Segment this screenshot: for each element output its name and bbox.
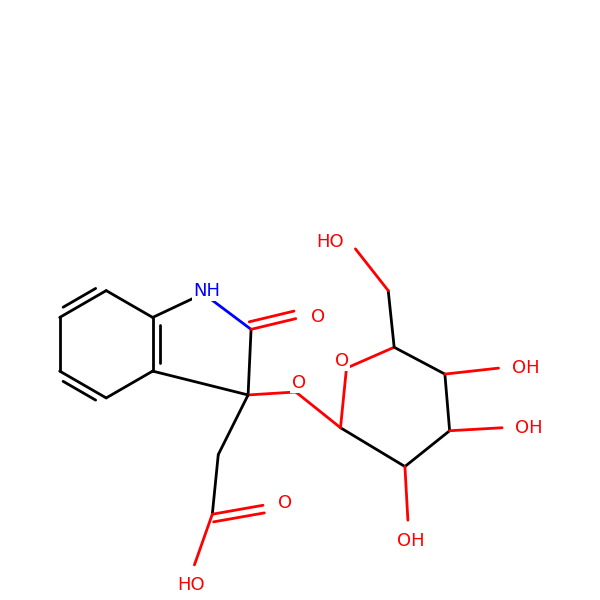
Text: OH: OH [515,419,543,437]
Text: HO: HO [178,575,205,593]
Text: OH: OH [397,532,425,550]
Text: HO: HO [316,233,343,251]
Text: NH: NH [193,281,220,299]
Text: O: O [278,494,292,512]
Text: O: O [335,352,349,370]
Text: O: O [292,374,306,392]
Text: OH: OH [512,359,539,377]
Text: O: O [311,308,325,326]
